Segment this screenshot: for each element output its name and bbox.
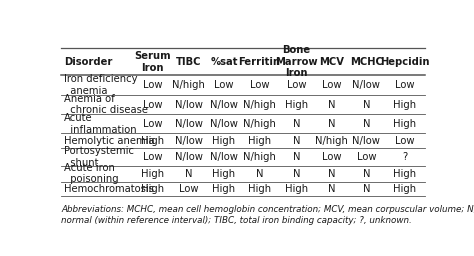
- Text: N: N: [255, 169, 263, 179]
- Text: Bone
Marrow
Iron: Bone Marrow Iron: [275, 45, 318, 78]
- Text: Disorder: Disorder: [64, 57, 112, 67]
- Text: N: N: [185, 169, 192, 179]
- Text: N: N: [328, 119, 336, 129]
- Text: Low: Low: [143, 152, 163, 162]
- Text: Serum
Iron: Serum Iron: [135, 51, 171, 72]
- Text: N/low: N/low: [210, 100, 238, 110]
- Text: N: N: [293, 169, 301, 179]
- Text: Low: Low: [143, 100, 163, 110]
- Text: N/high: N/high: [243, 100, 276, 110]
- Text: Hemochromatosis: Hemochromatosis: [64, 184, 154, 194]
- Text: N/low: N/low: [353, 136, 380, 146]
- Text: High: High: [212, 184, 236, 194]
- Text: Acute
  inflammation: Acute inflammation: [64, 113, 137, 135]
- Text: High: High: [212, 169, 236, 179]
- Text: N: N: [328, 184, 336, 194]
- Text: N: N: [293, 136, 301, 146]
- Text: Abbreviations: MCHC, mean cell hemoglobin concentration; MCV, mean corpuscular v: Abbreviations: MCHC, mean cell hemoglobi…: [61, 205, 474, 225]
- Text: N: N: [363, 100, 370, 110]
- Text: %sat: %sat: [210, 57, 238, 67]
- Text: N/high: N/high: [243, 152, 276, 162]
- Text: N: N: [363, 119, 370, 129]
- Text: Low: Low: [322, 152, 342, 162]
- Text: Low: Low: [143, 119, 163, 129]
- Text: N/low: N/low: [175, 136, 203, 146]
- Text: MCHC: MCHC: [350, 57, 383, 67]
- Text: High: High: [393, 100, 416, 110]
- Text: Low: Low: [287, 80, 306, 90]
- Text: High: High: [393, 184, 416, 194]
- Text: Low: Low: [214, 80, 234, 90]
- Text: N: N: [328, 100, 336, 110]
- Text: N: N: [363, 169, 370, 179]
- Text: High: High: [141, 169, 164, 179]
- Text: N: N: [293, 152, 301, 162]
- Text: Hepcidin: Hepcidin: [380, 57, 429, 67]
- Text: High: High: [285, 100, 308, 110]
- Text: High: High: [248, 184, 271, 194]
- Text: N/high: N/high: [173, 80, 205, 90]
- Text: ?: ?: [402, 152, 407, 162]
- Text: N/low: N/low: [175, 119, 203, 129]
- Text: Low: Low: [395, 136, 414, 146]
- Text: Portosystemic
  shunt: Portosystemic shunt: [64, 146, 134, 168]
- Text: High: High: [141, 184, 164, 194]
- Text: High: High: [248, 136, 271, 146]
- Text: Low: Low: [249, 80, 269, 90]
- Text: Low: Low: [395, 80, 414, 90]
- Text: High: High: [285, 184, 308, 194]
- Text: N: N: [363, 184, 370, 194]
- Text: Anemia of
  chronic disease: Anemia of chronic disease: [64, 94, 148, 115]
- Text: Low: Low: [179, 184, 199, 194]
- Text: N/low: N/low: [353, 80, 380, 90]
- Text: Low: Low: [143, 80, 163, 90]
- Text: High: High: [141, 136, 164, 146]
- Text: N/high: N/high: [315, 136, 348, 146]
- Text: Low: Low: [356, 152, 376, 162]
- Text: Iron deficiency
  anemia: Iron deficiency anemia: [64, 74, 137, 96]
- Text: N: N: [293, 119, 301, 129]
- Text: Ferritin: Ferritin: [238, 57, 280, 67]
- Text: High: High: [393, 119, 416, 129]
- Text: N: N: [328, 169, 336, 179]
- Text: N/low: N/low: [210, 152, 238, 162]
- Text: N/low: N/low: [210, 119, 238, 129]
- Text: Low: Low: [322, 80, 342, 90]
- Text: N/high: N/high: [243, 119, 276, 129]
- Text: High: High: [393, 169, 416, 179]
- Text: N/low: N/low: [175, 100, 203, 110]
- Text: MCV: MCV: [319, 57, 344, 67]
- Text: Hemolytic anemia: Hemolytic anemia: [64, 136, 155, 146]
- Text: High: High: [212, 136, 236, 146]
- Text: Acute iron
  poisoning: Acute iron poisoning: [64, 163, 118, 184]
- Text: N/low: N/low: [175, 152, 203, 162]
- Text: TIBC: TIBC: [176, 57, 201, 67]
